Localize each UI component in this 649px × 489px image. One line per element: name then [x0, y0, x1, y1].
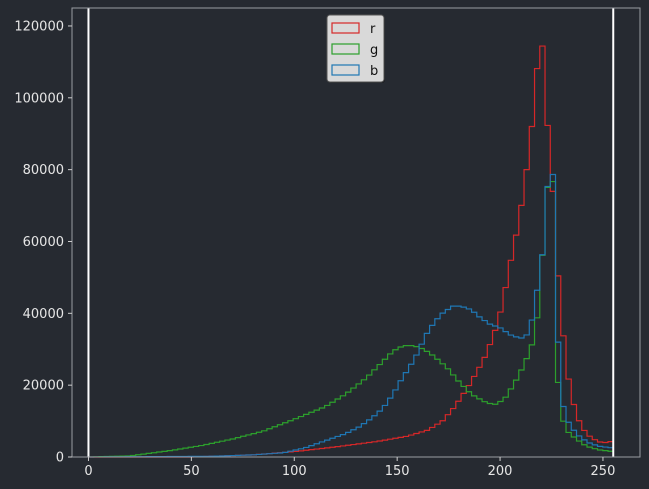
x-tick-label-0: 0: [84, 464, 92, 479]
y-tick-label-100000: 100000: [14, 91, 64, 106]
y-tick-label-60000: 60000: [23, 235, 64, 250]
axes-layer: 0 50 100 150 200 250 0 20000 40000 60000 80000 1000…: [14, 7, 641, 479]
axes-frame: [71, 7, 641, 458]
y-tick-label-120000: 120000: [14, 19, 64, 34]
series-g-histogram: [87, 180, 614, 458]
vline-layer: [87, 8, 615, 457]
y-tick-label-0: 0: [56, 451, 64, 466]
series-b-histogram: [87, 173, 614, 458]
x-tick-label-200: 200: [488, 464, 513, 479]
legend-label-g: g: [370, 43, 378, 58]
x-tick-label-100: 100: [282, 464, 307, 479]
legend-swatch-r: [331, 22, 360, 34]
series-layer: [87, 45, 614, 458]
x-tick-label-150: 150: [385, 464, 410, 479]
y-tick-label-40000: 40000: [23, 307, 64, 322]
y-tick-label-80000: 80000: [23, 163, 64, 178]
legend-swatch-g: [331, 43, 360, 55]
legend-label-r: r: [370, 22, 376, 37]
legend: rgb: [326, 14, 385, 83]
legend-label-b: b: [370, 64, 378, 79]
legend-swatch-b: [331, 64, 360, 76]
x-tick-label-50: 50: [183, 464, 200, 479]
y-tick-label-20000: 20000: [23, 379, 64, 394]
x-tick-label-250: 250: [591, 464, 616, 479]
